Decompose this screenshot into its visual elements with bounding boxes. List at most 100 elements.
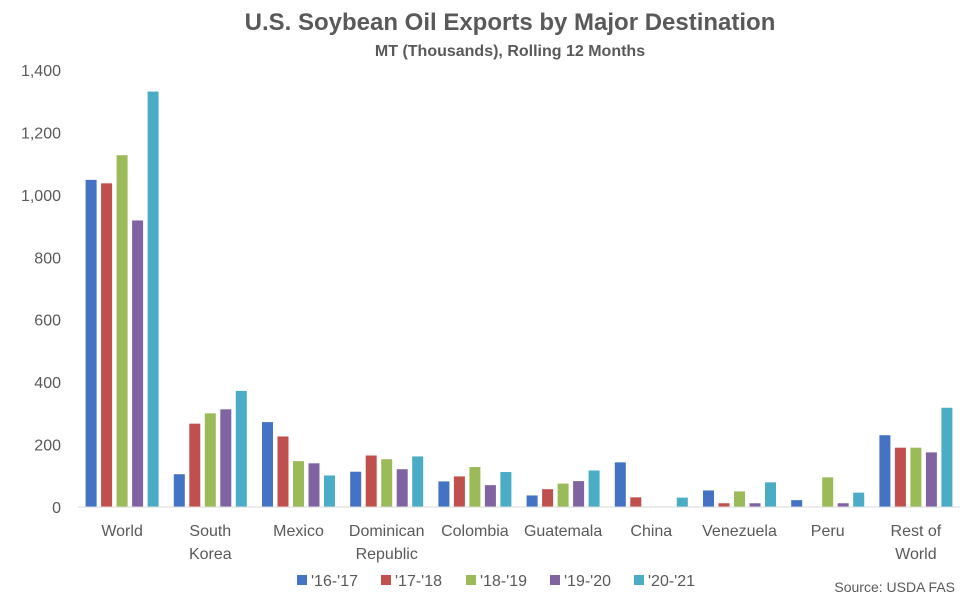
x-tick-label: Colombia [441, 523, 509, 540]
legend-swatch [550, 575, 560, 585]
legend-item: '16-'17 [297, 573, 358, 590]
legend-label: '20-'21 [648, 573, 695, 590]
bar [116, 155, 128, 507]
bar [837, 503, 849, 507]
x-tick-label: Peru [811, 523, 845, 540]
bar [941, 407, 953, 507]
bar [453, 476, 465, 507]
bar [925, 452, 937, 508]
x-tick-label-line: Rest of [891, 523, 942, 540]
bar [557, 483, 569, 507]
legend-item: '19-'20 [550, 573, 611, 590]
y-tick-label: 600 [34, 313, 61, 330]
y-tick-label: 1,000 [21, 188, 61, 205]
bars [85, 91, 953, 508]
bar [220, 409, 232, 507]
bar [469, 467, 481, 507]
bar [189, 423, 201, 507]
x-tick-label-line: World [101, 523, 143, 540]
bar [676, 497, 688, 507]
legend-swatch [466, 575, 476, 585]
legend-label: '16-'17 [311, 573, 358, 590]
y-axis: 0 200 400 600 800 1,000 1,200 1,400 [21, 63, 61, 517]
x-tick-label: Guatemala [524, 523, 602, 540]
x-tick-label-line: Korea [189, 546, 232, 563]
bar [132, 220, 144, 507]
x-tick-label: World [101, 523, 143, 540]
legend-item: '17-'18 [381, 573, 442, 590]
x-tick-label-line: Republic [356, 546, 418, 563]
bar [765, 482, 776, 507]
source-note: Source: USDA FAS [834, 579, 955, 595]
bar [703, 490, 714, 507]
legend: '16-'17 '17-'18 '18-'19 '19-'20 '20-'21 [297, 573, 695, 590]
bar [853, 492, 865, 507]
x-tick-label-line: Mexico [273, 523, 324, 540]
legend-label: '17-'18 [395, 573, 442, 590]
bar [438, 481, 450, 507]
bar [630, 497, 642, 507]
bar [718, 503, 730, 507]
x-tick-label: China [630, 523, 672, 540]
y-tick-label: 200 [34, 438, 61, 455]
bar [147, 91, 159, 507]
x-tick-label-line: Venezuela [702, 523, 777, 540]
bar [894, 447, 906, 507]
x-tick-label-line: World [895, 546, 937, 563]
y-tick-label: 1,400 [21, 63, 61, 80]
bar [791, 500, 803, 507]
y-tick-label: 0 [52, 500, 61, 517]
legend-swatch [634, 575, 644, 585]
bar [308, 463, 320, 507]
x-tick-label-line: Peru [811, 523, 845, 540]
bar [277, 436, 289, 507]
bar [365, 455, 377, 507]
y-tick-label: 1,200 [21, 125, 61, 142]
legend-item: '18-'19 [466, 573, 527, 590]
x-tick-label-line: Dominican [349, 523, 425, 540]
bar [173, 474, 185, 507]
x-tick-label: Mexico [273, 523, 324, 540]
legend-swatch [381, 575, 391, 585]
bar [484, 485, 496, 507]
bar [235, 390, 247, 507]
bar [293, 461, 304, 507]
bar [542, 489, 554, 507]
x-tick-label-line: Guatemala [524, 523, 602, 540]
bar [822, 477, 834, 507]
bar [573, 481, 585, 507]
y-tick-label: 400 [34, 375, 61, 392]
y-tick-label: 800 [34, 250, 61, 267]
bar [85, 179, 97, 507]
bar [910, 447, 922, 507]
bar [879, 435, 891, 507]
bar [412, 456, 424, 507]
legend-item: '20-'21 [634, 573, 695, 590]
bar [734, 491, 745, 507]
bar [614, 462, 626, 507]
x-tick-label-line: Colombia [441, 523, 509, 540]
bar [262, 422, 273, 507]
x-tick-label-line: China [630, 523, 672, 540]
bar [324, 475, 335, 507]
bar [500, 472, 512, 507]
bar [204, 413, 216, 507]
legend-label: '18-'19 [480, 573, 527, 590]
bar [381, 459, 393, 507]
bar [588, 470, 600, 507]
bar [350, 471, 362, 507]
x-tick-label: Venezuela [702, 523, 777, 540]
x-tick-label: Dominican Republic [349, 523, 425, 563]
chart-title: U.S. Soybean Oil Exports by Major Destin… [245, 9, 776, 36]
bar [101, 183, 113, 507]
bar [396, 469, 408, 507]
x-tick-label-line: South [189, 523, 231, 540]
x-axis: World South Korea Mexico Dominican Republic Co… [78, 506, 960, 563]
chart-subtitle: MT (Thousands), Rolling 12 Months [375, 43, 645, 60]
bar [526, 495, 538, 507]
x-tick-label: South Korea [189, 523, 232, 563]
legend-swatch [297, 575, 307, 585]
x-tick-label: Rest of World [891, 523, 942, 563]
bar [749, 503, 761, 507]
